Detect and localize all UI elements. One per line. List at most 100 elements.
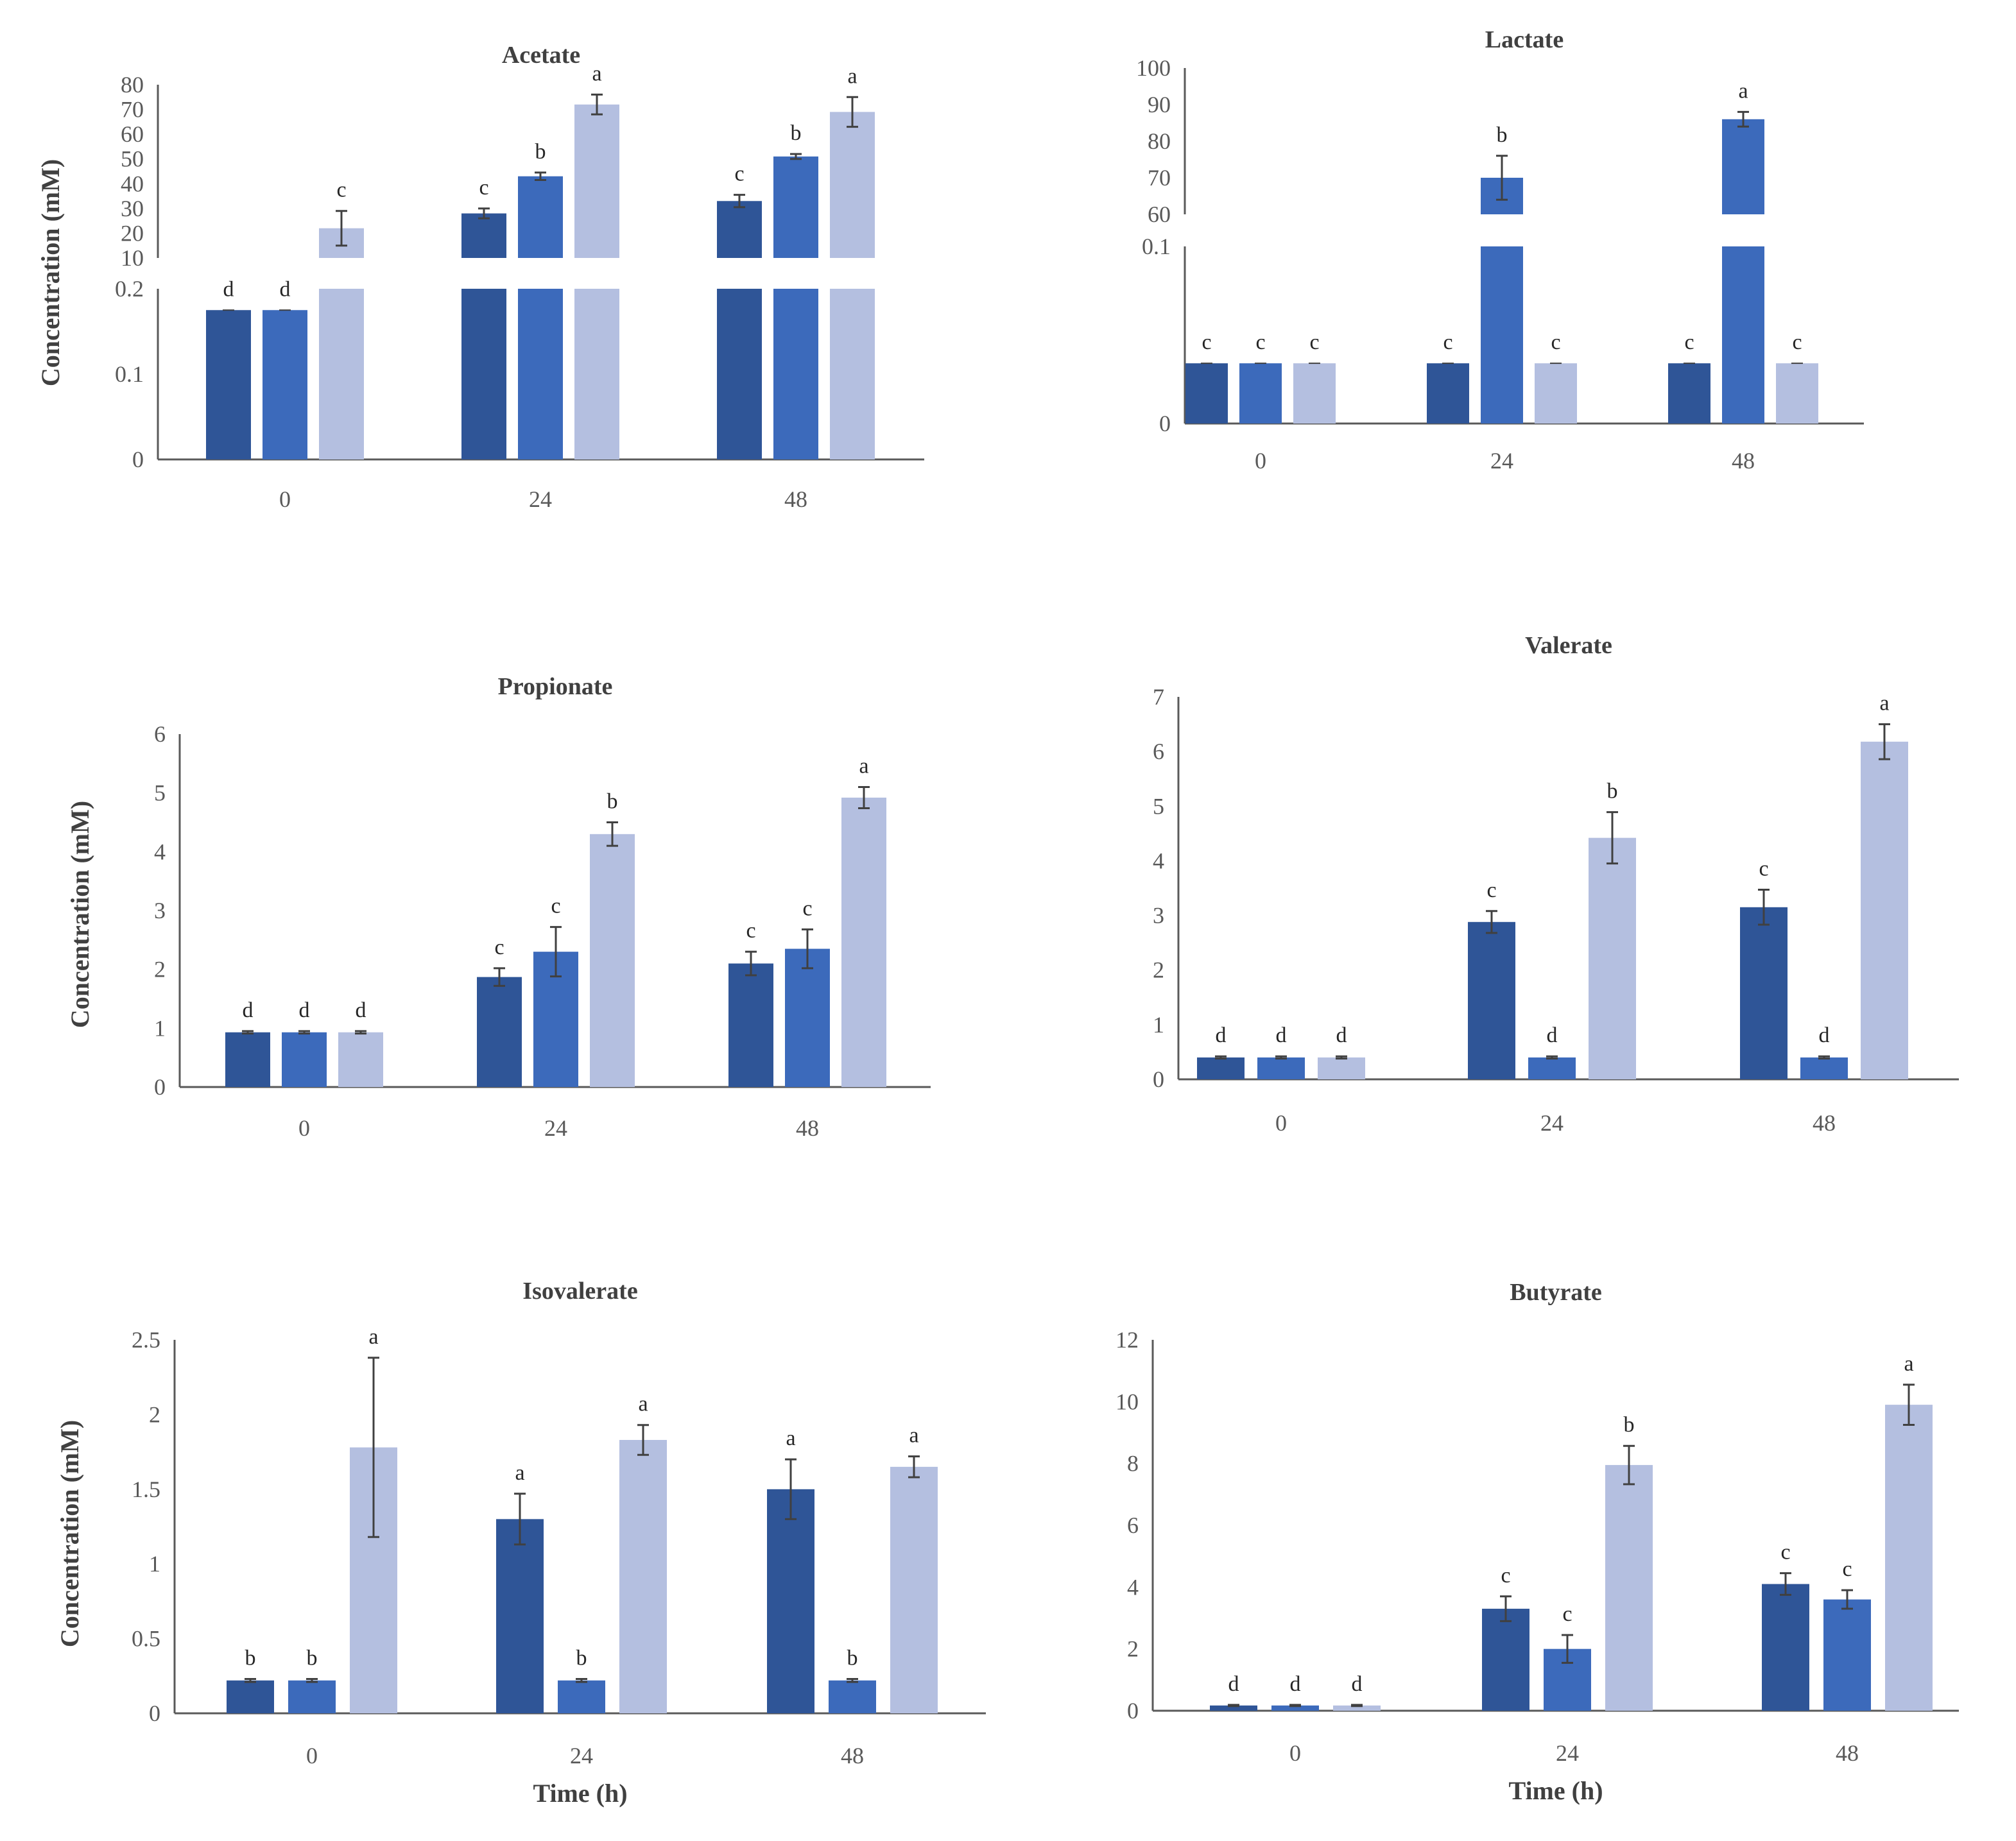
y-tick-label: 1	[154, 1015, 166, 1041]
bar-upper	[717, 201, 762, 258]
significance-letter: c	[551, 895, 560, 918]
bar	[1468, 921, 1515, 1079]
x-tick-label: 0	[1275, 1110, 1287, 1136]
bar	[496, 1519, 544, 1713]
significance-letter: a	[638, 1392, 648, 1416]
significance-letter: d	[1336, 1023, 1347, 1047]
bar	[1210, 1705, 1257, 1711]
bar	[477, 977, 522, 1087]
y-tick-label: 0	[149, 1700, 160, 1726]
x-tick-label: 0	[298, 1115, 310, 1141]
y-tick-label: 5	[1153, 793, 1164, 819]
significance-letter: b	[245, 1646, 256, 1670]
y-tick-label: 0	[154, 1074, 166, 1100]
y-tick-label: 2	[1127, 1636, 1139, 1662]
y-tick-label-upper: 50	[121, 146, 144, 172]
y-tick-label: 10	[1116, 1389, 1139, 1414]
significance-letter: d	[1547, 1023, 1558, 1047]
bar	[1293, 363, 1336, 424]
significance-letter: b	[576, 1646, 587, 1670]
significance-letter: c	[1255, 330, 1265, 354]
significance-letter: b	[791, 121, 802, 145]
y-tick-label-upper: 100	[1136, 55, 1171, 81]
bar-upper	[830, 112, 875, 258]
chart-lactate: Lactate 0 0.1 60 70 80 90 100 c c c c b c c a c 0 24 48	[1136, 26, 1864, 474]
bar	[558, 1680, 605, 1713]
x-tick-label: 48	[841, 1743, 864, 1768]
bar-upper	[574, 104, 619, 258]
y-tick-label-lower: 0	[132, 447, 144, 472]
x-tick-label: 24	[1556, 1740, 1579, 1766]
x-tick-label: 24	[1540, 1110, 1564, 1136]
bar	[829, 1680, 876, 1713]
bar	[1668, 363, 1710, 424]
y-tick-label: 7	[1153, 684, 1164, 710]
significance-letter: c	[1842, 1557, 1852, 1581]
bar	[841, 798, 886, 1087]
significance-letter: c	[1551, 330, 1560, 354]
bar	[1482, 1609, 1529, 1711]
bar	[1762, 1584, 1809, 1711]
chart-valerate: Valerate 0 1 2 3 4 5 6 7 d d d c d b c d a 0 24 48	[1153, 632, 1959, 1136]
bar	[619, 1439, 667, 1713]
significance-letter: d	[1819, 1023, 1830, 1047]
y-axis-label: Concentration (mM)	[65, 801, 94, 1028]
significance-letter: c	[1562, 1602, 1572, 1626]
significance-letter: a	[368, 1325, 378, 1349]
x-tick-label: 24	[529, 486, 552, 512]
chart-title: Lactate	[1485, 26, 1564, 53]
x-tick-label: 0	[1255, 448, 1266, 474]
y-tick-label-upper: 80	[121, 72, 144, 98]
significance-letter: a	[1904, 1352, 1913, 1376]
significance-letter: d	[243, 998, 254, 1022]
significance-letter: d	[280, 277, 291, 301]
significance-letter: b	[1607, 780, 1618, 803]
bar	[767, 1489, 814, 1713]
y-tick-label-lower: 0.1	[115, 361, 144, 387]
significance-letter: c	[1759, 857, 1768, 881]
significance-letter: b	[535, 140, 546, 164]
y-tick-label-upper: 90	[1148, 92, 1171, 117]
bar	[1535, 363, 1577, 424]
y-tick-label-upper: 60	[1148, 201, 1171, 227]
significance-letter: d	[1276, 1023, 1287, 1047]
bar	[590, 834, 635, 1087]
significance-letter: a	[786, 1426, 795, 1450]
significance-letter: d	[1228, 1672, 1239, 1696]
y-axis-label: Concentration (mM)	[55, 1420, 84, 1647]
x-tick-label: 0	[1289, 1740, 1301, 1766]
significance-letter: c	[1202, 330, 1211, 354]
significance-letter: c	[1780, 1541, 1790, 1564]
significance-letter: a	[515, 1461, 524, 1485]
significance-letter: c	[479, 176, 488, 200]
significance-letter: c	[1792, 330, 1802, 354]
y-tick-label-upper: 60	[121, 121, 144, 147]
x-tick-label: 24	[544, 1115, 567, 1141]
significance-letter: d	[223, 277, 234, 301]
significance-letter: c	[1684, 330, 1694, 354]
y-tick-label: 1	[149, 1551, 160, 1577]
bar	[338, 1032, 383, 1087]
significance-letter: c	[1443, 330, 1452, 354]
significance-letter: b	[307, 1646, 318, 1670]
x-tick-label: 24	[1490, 448, 1513, 474]
chart-title: Valerate	[1525, 632, 1612, 659]
y-tick-label: 6	[154, 721, 166, 747]
bar	[263, 310, 307, 459]
y-tick-label-lower: 0.1	[1142, 234, 1171, 259]
x-tick-label: 48	[1836, 1740, 1859, 1766]
bar	[728, 963, 773, 1087]
y-tick-label: 1.5	[132, 1477, 160, 1502]
bar	[1776, 363, 1818, 424]
bar	[1185, 363, 1228, 424]
bar	[1740, 907, 1788, 1079]
y-tick-label: 0	[1153, 1066, 1164, 1092]
significance-letter: a	[859, 755, 868, 778]
bar-lower	[574, 289, 619, 459]
y-tick-label: 2.5	[132, 1327, 160, 1353]
x-tick-label: 48	[1732, 448, 1755, 474]
bar-upper	[1722, 119, 1764, 214]
significance-letter: a	[592, 62, 601, 85]
